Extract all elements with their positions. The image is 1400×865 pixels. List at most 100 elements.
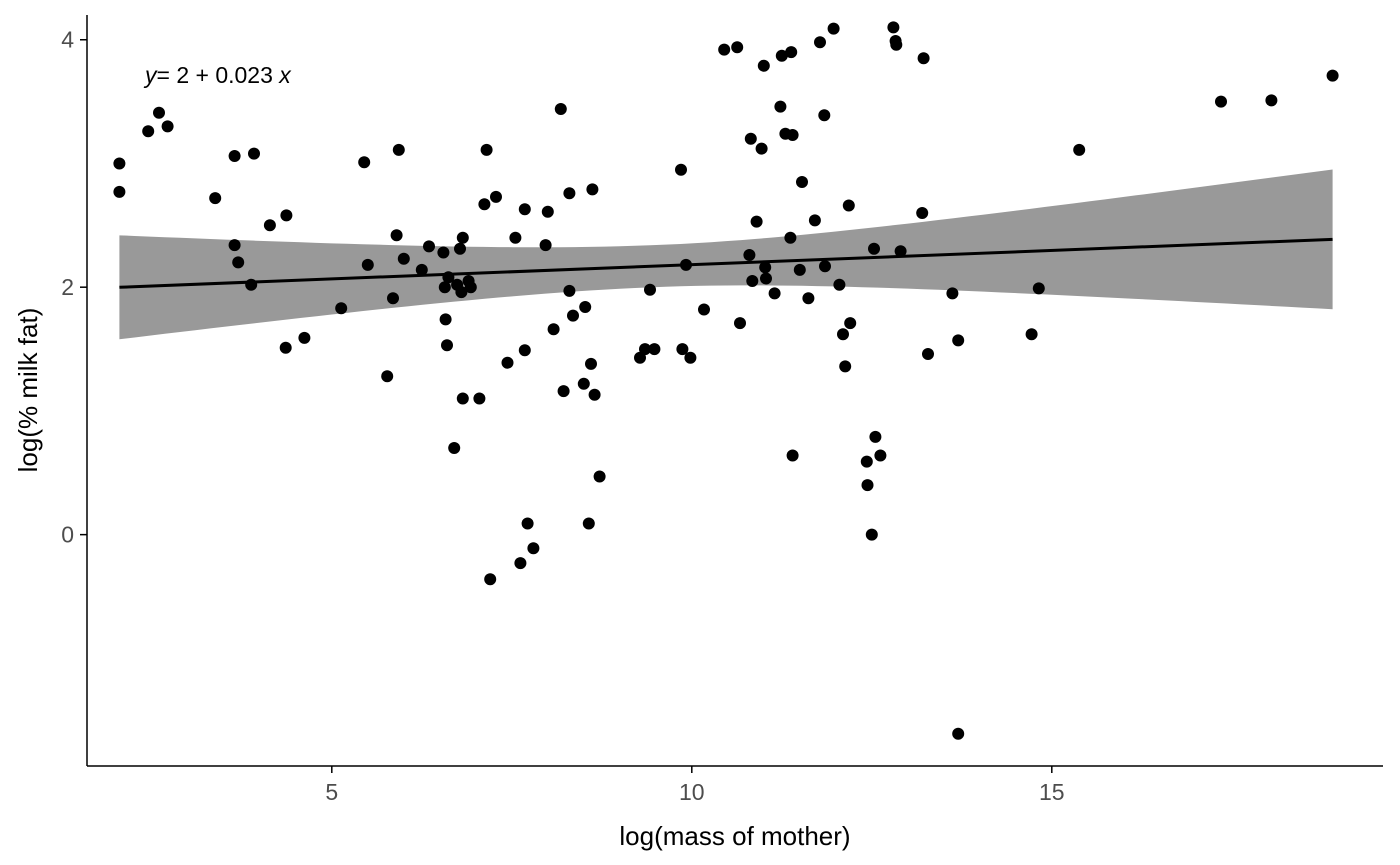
data-point [868, 242, 880, 255]
data-point [639, 343, 651, 356]
data-point [547, 323, 560, 336]
data-point [860, 455, 873, 468]
equation-y-var: y [143, 62, 158, 88]
data-point [442, 271, 455, 284]
data-point [586, 183, 599, 196]
data-point [245, 278, 258, 291]
data-point [423, 240, 435, 253]
data-point [746, 275, 759, 287]
data-point [464, 281, 477, 294]
axes [80, 15, 1383, 773]
data-point [827, 22, 840, 35]
data-point [1025, 328, 1038, 341]
data-point [478, 198, 491, 211]
data-point [335, 302, 348, 315]
data-point [448, 442, 461, 454]
data-point [750, 215, 763, 228]
data-point [952, 727, 965, 740]
data-point [675, 163, 687, 176]
data-point [916, 207, 929, 219]
confidence-band-layer [119, 169, 1333, 340]
regression-equation: y= 2 + 0.023 x [143, 62, 292, 88]
data-point [814, 36, 826, 49]
data-point [676, 343, 689, 356]
data-point [593, 470, 606, 483]
data-point [844, 317, 857, 330]
data-point [837, 328, 849, 341]
data-point [760, 272, 772, 285]
data-point [514, 557, 527, 570]
data-point [439, 313, 452, 326]
data-point [518, 344, 531, 357]
data-point [541, 205, 554, 218]
data-point [280, 209, 293, 222]
data-point [818, 109, 831, 122]
data-point [456, 392, 469, 405]
data-point [455, 286, 468, 299]
data-point [784, 231, 797, 244]
data-point [397, 252, 410, 265]
data-point [1265, 94, 1278, 107]
data-point [865, 528, 878, 541]
data-point [232, 256, 245, 269]
data-point [142, 125, 155, 138]
data-point [381, 370, 394, 383]
data-point [415, 263, 428, 276]
data-point [563, 187, 576, 200]
data-point [501, 356, 514, 369]
data-point [684, 351, 697, 364]
data-point [802, 292, 815, 305]
data-point [1326, 69, 1339, 82]
data-point [456, 231, 469, 244]
data-point [539, 239, 552, 252]
data-point [209, 192, 222, 205]
data-point [484, 573, 497, 586]
data-point [786, 129, 799, 141]
data-point [518, 203, 531, 216]
data-point [768, 287, 781, 300]
data-point [774, 100, 787, 113]
data-point [680, 258, 692, 271]
data-point [952, 334, 965, 347]
data-point [1032, 282, 1045, 295]
data-point [473, 392, 486, 405]
data-point [509, 231, 522, 244]
data-point [874, 449, 887, 462]
y-tick-label: 0 [61, 522, 74, 548]
data-point [480, 143, 493, 156]
data-point [759, 261, 772, 274]
data-point [786, 449, 799, 462]
data-point [648, 343, 661, 356]
data-point [390, 229, 403, 242]
data-point [842, 199, 855, 212]
regression-line [119, 237, 1333, 289]
data-point [1215, 95, 1227, 108]
data-point [887, 21, 900, 34]
x-axis-title: log(mass of mother) [619, 821, 850, 851]
data-point [833, 278, 846, 291]
data-point [644, 283, 656, 296]
data-point [248, 147, 260, 160]
data-point [567, 309, 579, 322]
x-tick-label: 10 [679, 779, 705, 805]
data-point [361, 258, 374, 271]
data-point [839, 360, 852, 373]
data-point [554, 103, 567, 115]
x-tick-label: 5 [325, 779, 338, 805]
data-point [263, 219, 276, 232]
data-point [438, 281, 451, 294]
equation-rhs: = 2 + 0.023 [157, 62, 280, 88]
data-point [392, 143, 405, 156]
data-point [563, 284, 576, 297]
confidence-band [119, 169, 1333, 340]
tick-labels: 5 10 15 0 2 4 [61, 27, 1064, 805]
regression-line-layer [119, 237, 1333, 289]
data-point [527, 542, 540, 555]
data-point [743, 249, 756, 261]
data-point [153, 106, 165, 119]
data-point [582, 517, 595, 530]
data-point [437, 246, 450, 259]
data-point [358, 156, 371, 169]
data-point [785, 46, 798, 59]
